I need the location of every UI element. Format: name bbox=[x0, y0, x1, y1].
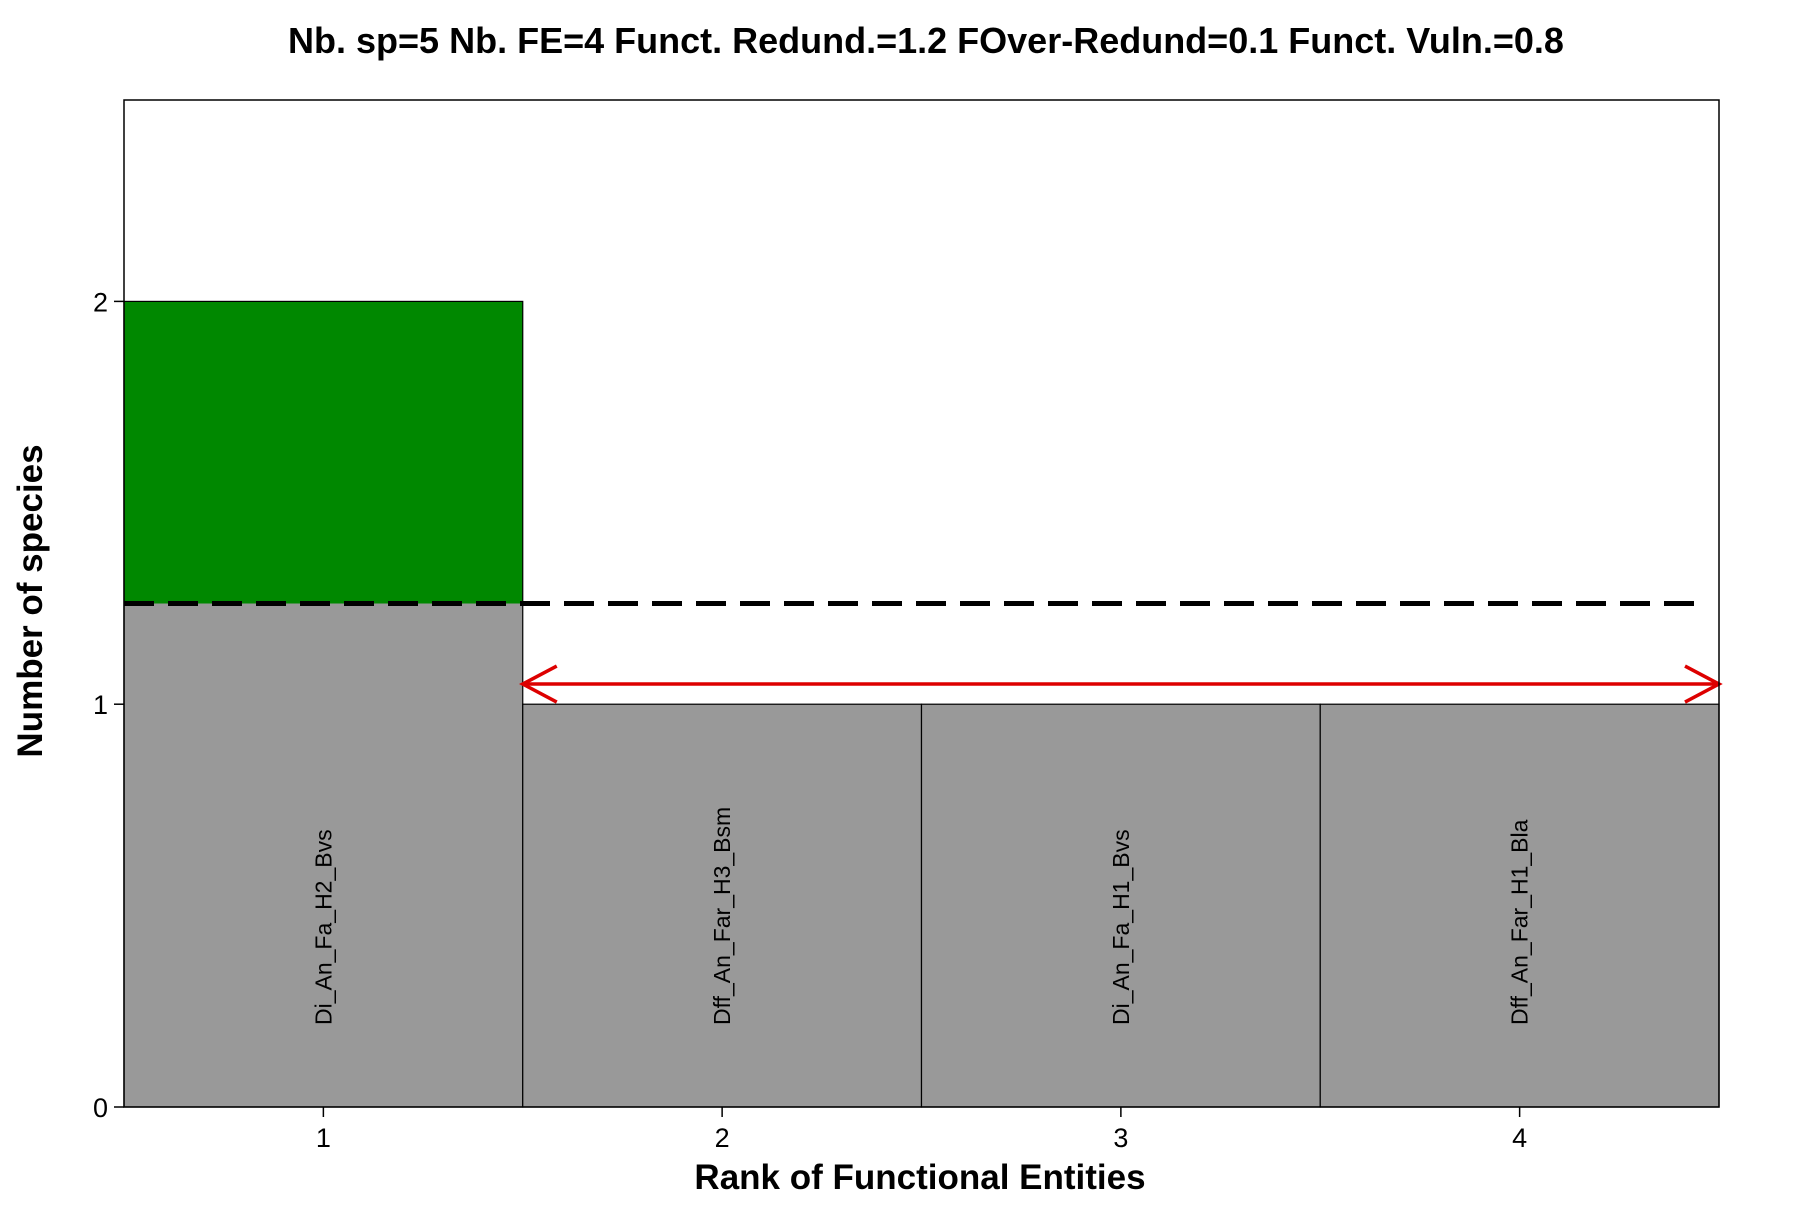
y-tick-label-1: 1 bbox=[93, 690, 108, 720]
x-tick-label-4: 4 bbox=[1512, 1123, 1527, 1153]
y-tick-label-0: 0 bbox=[93, 1093, 108, 1123]
x-axis-label: Rank of Functional Entities bbox=[694, 1158, 1145, 1197]
bar-label-1: Di_An_Fa_H2_Bvs bbox=[310, 829, 336, 1025]
bar-4 bbox=[1320, 704, 1719, 1107]
plot-frame bbox=[123, 99, 1720, 1108]
bar-1 bbox=[124, 603, 523, 1107]
x-tick-label-1: 1 bbox=[316, 1123, 331, 1153]
vulnerability-arrow-left-head bbox=[519, 664, 558, 704]
plot-layer: Di_An_Fa_H2_Bvs 1 Dff_An_Far_H3_Bsm 2 Di_An_… bbox=[93, 287, 1723, 1153]
bar-3 bbox=[921, 704, 1321, 1107]
bar-1-over-redundancy bbox=[124, 301, 523, 604]
x-tick-label-2: 2 bbox=[715, 1123, 730, 1153]
y-tick-label-2: 2 bbox=[93, 287, 108, 317]
chart-title: Nb. sp=5 Nb. FE=4 Funct. Redund.=1.2 FOv… bbox=[288, 20, 1564, 61]
x-tick-label-3: 3 bbox=[1113, 1123, 1128, 1153]
bar-label-4: Dff_An_Far_H1_Bla bbox=[1507, 819, 1533, 1025]
bar-label-2: Dff_An_Far_H3_Bsm bbox=[709, 807, 735, 1025]
bar-label-3: Di_An_Fa_H1_Bvs bbox=[1108, 829, 1134, 1025]
y-axis-label: Number of species bbox=[11, 444, 50, 757]
bar-2 bbox=[522, 704, 922, 1107]
